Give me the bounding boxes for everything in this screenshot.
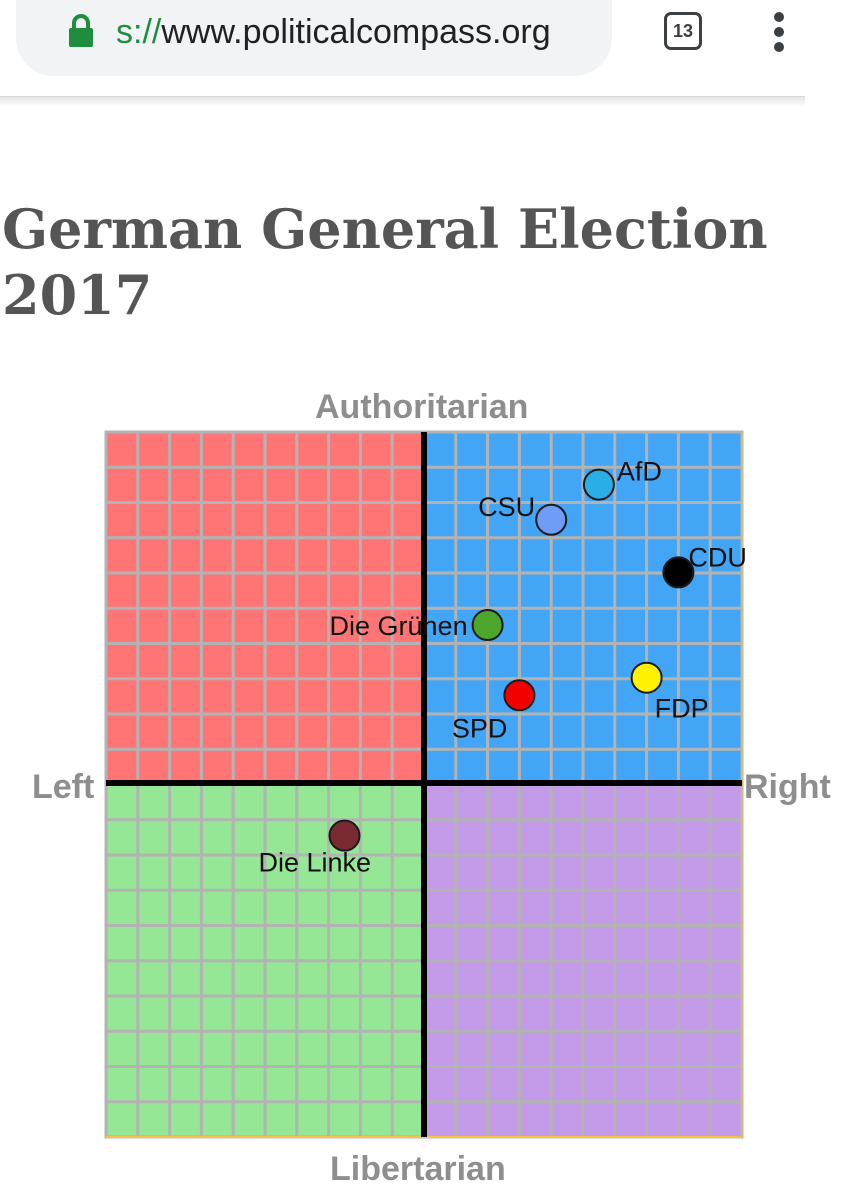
party-label: Die Linke xyxy=(259,848,372,878)
party-label: CDU xyxy=(688,542,747,572)
party-marker xyxy=(582,468,615,501)
url-text: s://www.politicalcompass.org xyxy=(116,10,551,54)
page-title: German General Election 2017 xyxy=(2,197,768,327)
address-bar[interactable]: s://www.politicalcompass.org xyxy=(16,0,612,76)
axis-label-authoritarian: Authoritarian xyxy=(315,388,529,426)
toolbar-divider xyxy=(0,96,805,107)
party-marker xyxy=(328,819,361,852)
axis-label-libertarian: Libertarian xyxy=(330,1150,506,1188)
axis-label-right: Right xyxy=(744,768,831,806)
party-marker xyxy=(503,679,536,712)
party-marker xyxy=(630,661,663,694)
url-host: www.politicalcompass.org xyxy=(161,13,551,51)
party-label: CSU xyxy=(478,492,535,522)
party-marker xyxy=(471,609,504,642)
party-label: FDP xyxy=(655,694,709,724)
tab-switcher-button[interactable]: 13 xyxy=(664,12,702,50)
url-scheme: s:// xyxy=(116,13,162,51)
party-label: AfD xyxy=(617,457,662,487)
party-marker xyxy=(535,503,568,536)
lock-icon xyxy=(69,14,93,47)
party-marker xyxy=(662,556,695,589)
party-label: Die Grühen xyxy=(330,611,468,641)
overflow-menu-icon[interactable] xyxy=(764,8,794,56)
browser-toolbar: s://www.politicalcompass.org 13 xyxy=(0,0,845,96)
axis-label-left: Left xyxy=(32,768,95,806)
party-label: SPD xyxy=(452,713,508,743)
